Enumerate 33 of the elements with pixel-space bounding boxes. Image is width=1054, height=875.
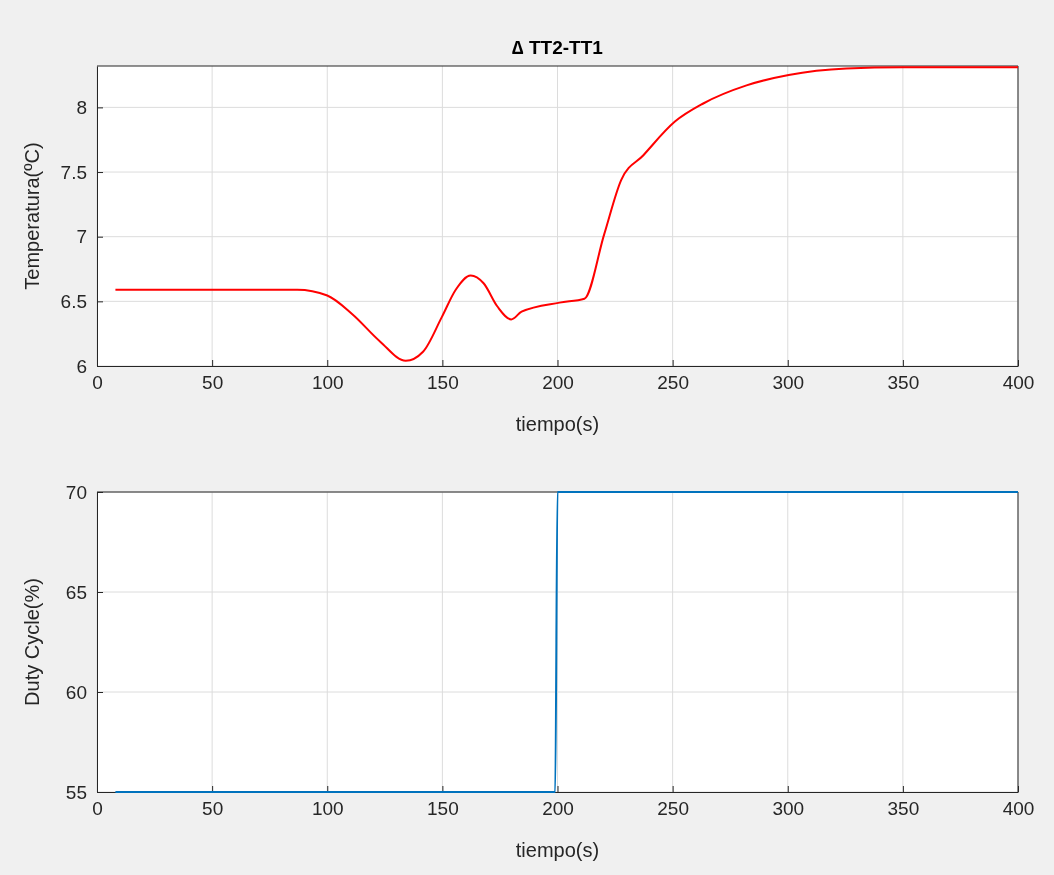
y-tick-label: 8	[76, 96, 87, 118]
x-tick-label: 300	[772, 372, 805, 394]
x-axis-title: tiempo(s)	[515, 413, 600, 435]
x-tick-label: 100	[311, 798, 344, 820]
y-tick-label: 7.5	[60, 161, 87, 183]
chart-title: ∆ TT2-TT1	[512, 37, 604, 58]
y-tick-label: 6.5	[60, 290, 87, 312]
y-axis-title: Duty Cycle(%)	[21, 578, 43, 706]
y-axis-title: Temperatura(ºC)	[21, 142, 43, 290]
x-tick-label: 200	[542, 372, 574, 394]
x-tick-label: 400	[1002, 798, 1035, 820]
x-tick-label: 200	[542, 798, 574, 820]
x-tick-label: 400	[1002, 372, 1035, 394]
y-tick-label: 60	[65, 681, 87, 703]
y-tick-label: 6	[76, 355, 87, 377]
y-tick-label: 7	[76, 226, 87, 248]
x-tick-label: 50	[202, 372, 224, 394]
y-tick-label: 55	[65, 781, 87, 803]
y-tick-label: 70	[65, 481, 87, 503]
x-tick-label: 250	[657, 798, 689, 820]
y-tick-label: 65	[65, 581, 87, 603]
x-tick-label: 250	[657, 372, 689, 394]
line-series	[114, 66, 1019, 362]
x-tick-label: 350	[887, 798, 920, 820]
x-tick-label: 50	[202, 798, 224, 820]
x-tick-label: 150	[427, 798, 459, 820]
x-tick-label: 0	[92, 372, 103, 394]
x-tick-label: 100	[311, 372, 344, 394]
x-tick-label: 300	[772, 798, 805, 820]
x-tick-label: 150	[427, 372, 459, 394]
x-axis-title: tiempo(s)	[515, 839, 600, 861]
x-tick-label: 0	[92, 798, 103, 820]
x-tick-label: 350	[887, 372, 920, 394]
